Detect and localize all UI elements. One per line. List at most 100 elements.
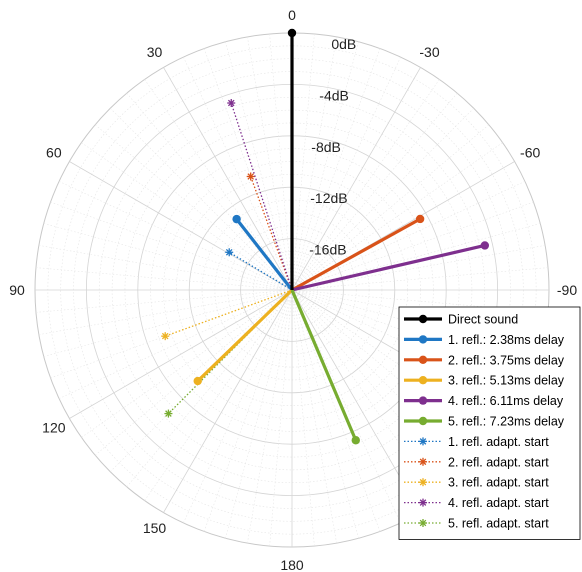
- series-marker-star: [225, 248, 234, 257]
- series-line: [230, 102, 293, 291]
- series-line: [290, 289, 358, 441]
- legend-entry: 4. refl.: 6.11ms delay: [404, 394, 564, 408]
- series-line: [196, 288, 294, 383]
- legend-entry: 5. refl. adapt. start: [404, 517, 549, 531]
- series-marker-star: [419, 498, 427, 507]
- major-radial-line: [69, 289, 293, 419]
- minor-radial-line: [269, 33, 293, 291]
- minor-radial-line: [291, 142, 503, 291]
- series-4-refl-adapt-start: [227, 99, 293, 291]
- minor-radial-line: [269, 289, 293, 547]
- minor-radial-line: [291, 289, 337, 544]
- series-marker-circle: [232, 214, 241, 224]
- radial-tick-labels: 0dB -4dB -8dB -12dB -16dB: [309, 36, 356, 258]
- legend-label: 4. refl. adapt. start: [448, 496, 549, 510]
- series-3-refl-adapt-start: [161, 289, 293, 341]
- minor-radial-line: [35, 289, 293, 313]
- series-marker-star: [419, 457, 427, 466]
- radial-tick-label: -12dB: [310, 190, 347, 206]
- series-2-refl-3-75ms-delay: [291, 214, 425, 292]
- minor-radial-line: [126, 289, 293, 488]
- major-radial-line: [291, 67, 421, 291]
- series-line: [291, 243, 486, 292]
- series-4-refl-6-11ms-delay: [291, 241, 490, 292]
- minor-radial-line: [225, 41, 293, 291]
- minor-radial-line: [291, 79, 440, 291]
- series-marker-circle: [415, 214, 425, 224]
- legend-entry: 2. refl.: 3.75ms delay: [404, 353, 565, 367]
- angle-tick-label: 60: [46, 145, 62, 161]
- major-radial-line: [163, 67, 293, 291]
- radial-tick-label: -8dB: [311, 139, 341, 155]
- legend-label: 1. refl. adapt. start: [448, 435, 549, 449]
- minor-radial-line: [291, 201, 534, 291]
- minor-radial-line: [81, 142, 293, 291]
- angle-tick-label: 90: [9, 282, 25, 298]
- legend-entry: 3. refl. adapt. start: [404, 476, 549, 490]
- series-marker-star: [227, 99, 236, 108]
- minor-radial-line: [291, 108, 474, 291]
- minor-radial-line: [183, 289, 293, 524]
- legend-label: 3. refl. adapt. start: [448, 476, 549, 490]
- minor-radial-line: [225, 289, 293, 539]
- legend-entry: 5. refl.: 7.23ms delay: [404, 415, 565, 429]
- minor-radial-line: [291, 48, 381, 291]
- minor-radial-line: [291, 181, 526, 291]
- minor-radial-line: [291, 124, 490, 291]
- minor-radial-line: [43, 289, 293, 357]
- legend-entry: Direct sound: [404, 313, 518, 327]
- minor-radial-line: [35, 267, 293, 291]
- angle-tick-label: 30: [147, 44, 163, 60]
- minor-radial-line: [291, 36, 337, 291]
- minor-radial-line: [94, 289, 293, 456]
- minor-radial-line: [110, 108, 293, 291]
- major-radial-line: [163, 289, 293, 513]
- series-marker-circle: [351, 436, 360, 445]
- minor-radial-line: [291, 41, 359, 291]
- minor-radial-line: [58, 181, 293, 291]
- series-line: [164, 289, 293, 337]
- series-marker-star: [419, 519, 427, 527]
- legend-label: 1. refl.: 2.38ms delay: [448, 333, 565, 347]
- minor-radial-line: [81, 289, 293, 438]
- angle-tick-label: 120: [42, 420, 66, 436]
- series-marker-star: [419, 437, 427, 446]
- angle-tick-label: 0: [288, 7, 296, 23]
- radial-tick-label: -4dB: [319, 87, 349, 103]
- minor-radial-line: [291, 289, 359, 539]
- legend-entry: 4. refl. adapt. start: [404, 496, 549, 510]
- minor-radial-line: [203, 289, 293, 532]
- legend-entry: 3. refl.: 5.13ms delay: [404, 374, 565, 388]
- series-5-refl-7-23ms-delay: [290, 289, 360, 445]
- radial-tick-label: -16dB: [309, 242, 346, 258]
- minor-radial-line: [291, 289, 315, 547]
- series-marker-star: [161, 332, 170, 341]
- series-line: [235, 218, 294, 291]
- legend-entry: 2. refl. adapt. start: [404, 455, 549, 469]
- minor-radial-line: [247, 36, 293, 291]
- series-marker-star: [246, 172, 255, 181]
- minor-radial-line: [50, 201, 293, 291]
- angle-tick-label: 150: [143, 520, 167, 536]
- angle-tick-label: 180: [280, 557, 304, 572]
- major-radial-line: [69, 161, 293, 291]
- legend-box: [398, 306, 581, 540]
- minor-radial-line: [291, 33, 315, 291]
- minor-radial-line: [38, 289, 293, 335]
- series-marker-circle: [480, 241, 490, 250]
- series-direct-sound: [287, 28, 297, 290]
- legend: Direct sound 1. refl.: 2.38ms delay 2. ref…: [398, 306, 581, 540]
- minor-radial-line: [58, 289, 293, 399]
- minor-radial-line: [291, 245, 546, 291]
- minor-radial-line: [144, 79, 293, 291]
- legend-label: 3. refl.: 5.13ms delay: [448, 374, 565, 388]
- minor-radial-line: [144, 289, 293, 501]
- angle-tick-label: -30: [419, 44, 439, 60]
- series-line: [291, 217, 421, 292]
- minor-radial-line: [43, 223, 293, 291]
- series-layer: [161, 28, 490, 445]
- angle-tick-label: -90: [557, 282, 577, 298]
- series-2-refl-adapt-start: [246, 172, 293, 291]
- series-marker-circle: [193, 376, 202, 386]
